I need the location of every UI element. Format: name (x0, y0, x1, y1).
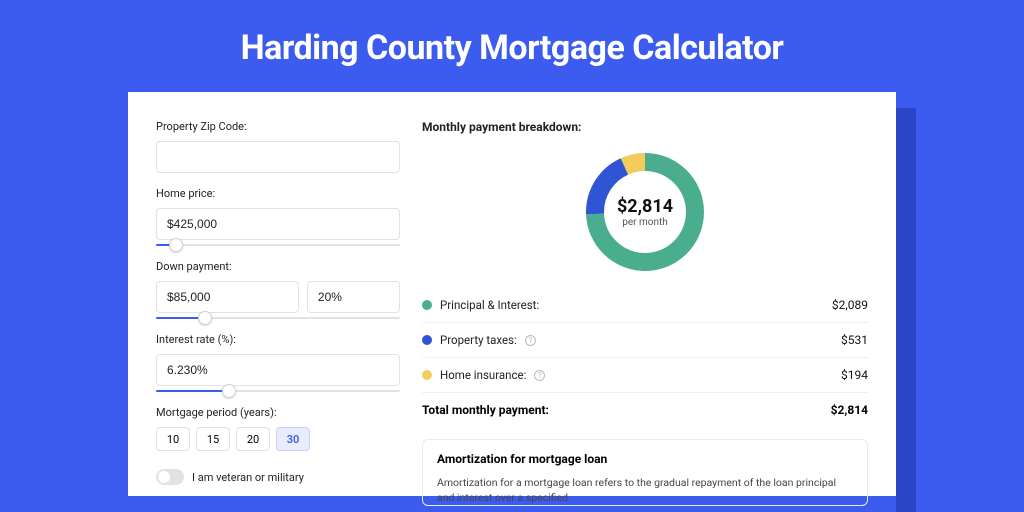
total-label: Total monthly payment: (422, 403, 549, 417)
zip-input[interactable] (156, 141, 400, 173)
veteran-toggle[interactable] (156, 469, 184, 485)
breakdown-column: Monthly payment breakdown: $2,814 per mo… (422, 120, 868, 496)
total-amount: $2,814 (831, 403, 868, 417)
interest-field: Interest rate (%): (156, 333, 400, 392)
home-price-slider[interactable] (156, 244, 400, 246)
down-payment-pct-input[interactable] (307, 281, 400, 313)
period-btn-30[interactable]: 30 (276, 427, 310, 451)
donut-total: $2,814 (617, 196, 673, 217)
legend-row: Home insurance:? $194 (422, 358, 868, 393)
home-price-input[interactable] (156, 208, 400, 240)
period-btn-15[interactable]: 15 (196, 427, 230, 451)
legend-value: $194 (841, 368, 868, 382)
period-options: 10152030 (156, 427, 400, 451)
amortization-title: Amortization for mortgage loan (437, 452, 853, 466)
period-btn-10[interactable]: 10 (156, 427, 190, 451)
home-price-field: Home price: (156, 187, 400, 246)
period-label: Mortgage period (years): (156, 406, 400, 419)
zip-field: Property Zip Code: (156, 120, 400, 173)
legend-row: Principal & Interest: $2,089 (422, 288, 868, 323)
legend-label: Home insurance: (440, 368, 526, 382)
veteran-row: I am veteran or military (156, 469, 400, 485)
legend-value: $531 (841, 333, 868, 347)
page-shadow (896, 108, 916, 512)
legend-value: $2,089 (832, 298, 868, 312)
legend: Principal & Interest: $2,089 Property taxe… (422, 288, 868, 393)
interest-slider[interactable] (156, 390, 400, 392)
legend-swatch (422, 300, 432, 310)
down-payment-slider[interactable] (156, 317, 400, 319)
total-row: Total monthly payment: $2,814 (422, 393, 868, 427)
donut-chart-wrap: $2,814 per month (422, 144, 868, 288)
donut-chart: $2,814 per month (583, 150, 707, 274)
donut-sub: per month (622, 217, 668, 228)
inputs-column: Property Zip Code: Home price: Down paym… (156, 120, 400, 496)
interest-label: Interest rate (%): (156, 333, 400, 346)
calculator-card: Property Zip Code: Home price: Down paym… (128, 92, 896, 496)
legend-label: Property taxes: (440, 333, 517, 347)
veteran-label: I am veteran or military (192, 471, 304, 484)
info-icon[interactable]: ? (534, 370, 545, 381)
legend-swatch (422, 370, 432, 380)
down-payment-input[interactable] (156, 281, 299, 313)
zip-label: Property Zip Code: (156, 120, 400, 133)
down-payment-field: Down payment: (156, 260, 400, 319)
home-price-label: Home price: (156, 187, 400, 200)
interest-input[interactable] (156, 354, 400, 386)
legend-swatch (422, 335, 432, 345)
page-title: Harding County Mortgage Calculator (0, 0, 1024, 92)
period-btn-20[interactable]: 20 (236, 427, 270, 451)
info-icon[interactable]: ? (525, 335, 536, 346)
amortization-box: Amortization for mortgage loan Amortizat… (422, 439, 868, 506)
breakdown-title: Monthly payment breakdown: (422, 120, 868, 134)
legend-row: Property taxes:? $531 (422, 323, 868, 358)
legend-label: Principal & Interest: (440, 298, 539, 312)
period-field: Mortgage period (years): 10152030 (156, 406, 400, 451)
down-payment-label: Down payment: (156, 260, 400, 273)
amortization-text: Amortization for a mortgage loan refers … (437, 476, 853, 505)
